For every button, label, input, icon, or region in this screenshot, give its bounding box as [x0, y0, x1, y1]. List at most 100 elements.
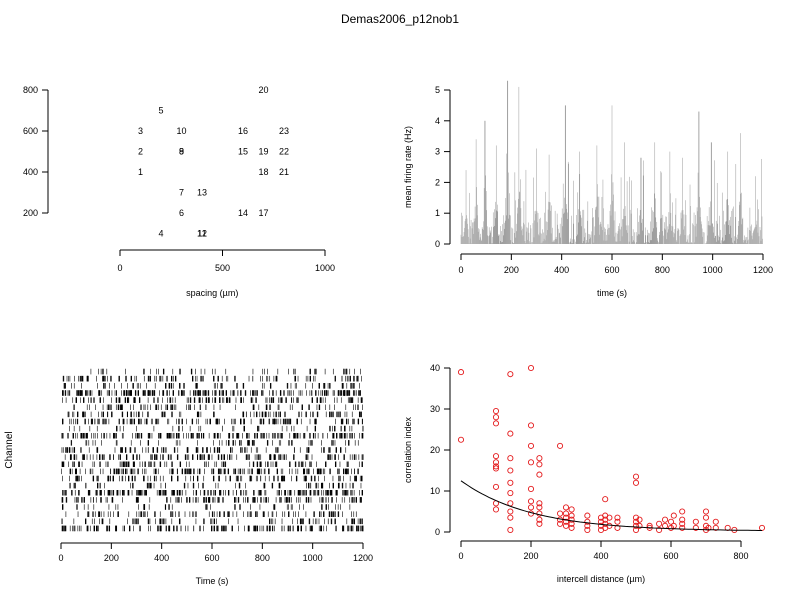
electrode-label: 7: [179, 188, 184, 198]
electrode-label: 15: [238, 147, 248, 157]
figure-title: Demas2006_p12nob1: [341, 12, 459, 26]
correlation-point: [702, 508, 710, 515]
x-axis-label: time (s): [597, 288, 627, 298]
correlation-point: [584, 512, 591, 519]
raster-channel-row: [73, 404, 363, 410]
y-tick-label: 30: [430, 404, 440, 414]
correlation-point: [662, 516, 669, 523]
raster-channel-row: [61, 468, 359, 475]
raster-channel-row: [61, 432, 364, 439]
correlation-point: [492, 407, 500, 415]
correlation-point: [667, 518, 675, 525]
correlation-point: [562, 518, 570, 525]
correlation-point: [568, 506, 575, 513]
correlation-point: [536, 516, 543, 523]
raster-channel-row: [62, 490, 363, 496]
raster-channel-row: [70, 440, 359, 446]
correlation-point: [492, 420, 500, 427]
correlation-point: [568, 516, 575, 523]
correlation-point: [584, 526, 591, 534]
correlation-point: [679, 516, 686, 523]
correlation-point: [614, 518, 621, 525]
correlation-point: [457, 369, 465, 376]
correlation-point: [568, 512, 575, 519]
x-tick-label: 600: [663, 551, 678, 561]
raster-channel-row: [61, 447, 347, 453]
electrode-label: 6: [179, 208, 184, 218]
electrode-label: 14: [238, 208, 248, 218]
correlation-panel: 0 200 400 600 800 0 10 20 30 40 intercell distance…: [403, 363, 766, 584]
correlation-point: [614, 524, 621, 531]
correlation-point: [679, 520, 686, 527]
correlation-point: [492, 414, 500, 421]
raster-channel-row: [62, 504, 351, 510]
electrode-label: 17: [258, 208, 268, 218]
electrode-label: 18: [258, 167, 268, 177]
raster-channel-row: [62, 418, 363, 425]
correlation-point: [712, 524, 719, 531]
raster-channel-row: [62, 390, 361, 396]
raster-channel-row: [64, 454, 364, 460]
correlation-point: [527, 442, 535, 449]
y-tick-label: 200: [23, 208, 38, 218]
y-tick-label: 10: [430, 486, 440, 496]
electrode-label: 4: [158, 229, 163, 239]
correlation-point: [614, 514, 621, 521]
correlation-point: [507, 514, 514, 521]
correlation-point: [636, 516, 643, 523]
correlation-point: [527, 485, 535, 493]
x-tick-label: 400: [154, 553, 169, 563]
electrode-label: 12: [197, 229, 207, 239]
raster-channel-row: [90, 368, 361, 375]
correlation-point: [536, 471, 543, 478]
x-tick-label: 1000: [303, 553, 323, 563]
correlation-point: [679, 524, 686, 531]
correlation-point: [557, 510, 564, 517]
correlation-point: [679, 508, 686, 515]
electrode-label: 13: [197, 188, 207, 198]
correlation-point: [536, 500, 543, 507]
correlation-point: [584, 518, 591, 525]
x-axis-label: Time (s): [196, 576, 229, 586]
y-tick-label: 5: [435, 85, 440, 95]
electrode-label: 23: [279, 126, 289, 136]
correlation-point: [562, 504, 570, 511]
correlation-point: [632, 479, 640, 486]
x-tick-label: 0: [58, 553, 63, 563]
correlation-point: [527, 422, 535, 429]
correlation-point: [507, 371, 514, 378]
correlation-point: [507, 455, 514, 462]
correlation-point: [632, 473, 640, 480]
correlation-point: [562, 510, 570, 517]
y-axis-label: Channel: [4, 431, 15, 468]
raster-channel-row: [62, 475, 363, 482]
y-tick-label: 4: [435, 116, 440, 126]
correlation-point: [670, 512, 677, 519]
correlation-point: [636, 522, 643, 529]
correlation-point: [507, 467, 514, 474]
electrode-label: 8: [179, 147, 184, 157]
rate-trace: [460, 80, 763, 244]
x-tick-label: 0: [458, 551, 463, 561]
raster-channel-row: [69, 425, 364, 432]
x-tick-label: 1000: [703, 265, 723, 275]
correlation-point: [492, 453, 500, 460]
electrode-label: 10: [176, 126, 186, 136]
x-tick-label: 200: [504, 265, 519, 275]
electrode-label: 19: [258, 147, 268, 157]
y-axis-label: correlation index: [403, 416, 413, 483]
y-tick-label: 1: [435, 208, 440, 218]
firing-rate-panel: 0 200 400 600 800 1000 1200 0 1 2 3 4 5 time (s) mean …: [403, 80, 773, 298]
correlation-point: [692, 524, 699, 531]
y-tick-label: 400: [23, 167, 38, 177]
correlation-point: [492, 463, 500, 470]
correlation-point: [492, 465, 500, 472]
electrode-label: 11: [197, 229, 206, 239]
electrode-label: 9: [179, 147, 184, 157]
exponential-fit-line: [460, 480, 762, 531]
correlation-point: [527, 498, 535, 505]
correlation-point: [692, 518, 699, 525]
correlation-point: [705, 524, 712, 531]
